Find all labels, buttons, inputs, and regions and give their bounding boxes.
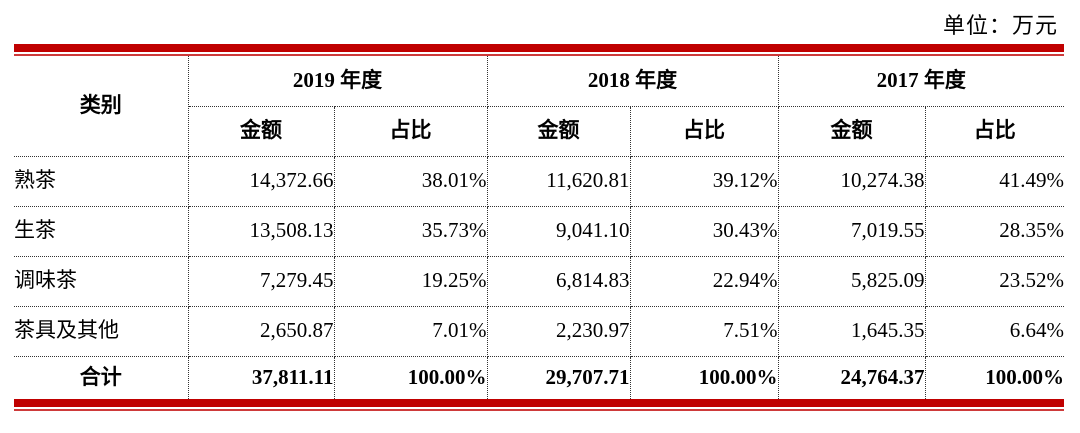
total-label-cell: 合计 (14, 355, 189, 399)
amount-2017-cell: 7,019.55 (777, 205, 926, 257)
share-2019-cell: 7.01% (333, 305, 488, 357)
table-row-teaware-others: 茶具及其他 2,650.87 7.01% 2,230.97 7.51% 1,64… (14, 305, 1064, 357)
category-header: 类别 (14, 56, 189, 157)
category-cell: 熟茶 (14, 155, 189, 207)
share-2019-cell: 38.01% (333, 155, 488, 207)
share-2017-cell: 28.35% (924, 205, 1064, 257)
total-share-2018-cell: 100.00% (629, 355, 779, 399)
amount-2019-cell: 14,372.66 (187, 155, 335, 207)
amount-2018-cell: 6,814.83 (486, 255, 631, 307)
category-cell: 调味茶 (14, 255, 189, 307)
share-2019-cell: 35.73% (333, 205, 488, 257)
year-2018-header: 2018 年度 (486, 56, 779, 107)
amount-2018-cell: 9,041.10 (486, 205, 631, 257)
sub-header-row: 金额 占比 金额 占比 金额 占比 (14, 105, 1064, 157)
amount-2019-cell: 13,508.13 (187, 205, 335, 257)
share-header-2019: 占比 (333, 105, 488, 157)
table-row-raw-tea: 生茶 13,508.13 35.73% 9,041.10 30.43% 7,01… (14, 205, 1064, 257)
top-double-rule (14, 44, 1064, 56)
table-row-total: 合计 37,811.11 100.00% 29,707.71 100.00% 2… (14, 355, 1064, 399)
amount-2017-cell: 10,274.38 (777, 155, 926, 207)
amount-header-2019: 金额 (188, 105, 335, 157)
table-row-flavored-tea: 调味茶 7,279.45 19.25% 6,814.83 22.94% 5,82… (14, 255, 1064, 307)
amount-header-2018: 金额 (486, 105, 631, 157)
amount-2019-cell: 7,279.45 (187, 255, 335, 307)
category-cell: 茶具及其他 (14, 305, 189, 357)
bottom-double-rule (14, 399, 1064, 411)
share-header-2017: 占比 (924, 105, 1064, 157)
revenue-table-block: 类别 2019 年度 2018 年度 2017 年度 金额 占比 金额 占比 金… (14, 44, 1064, 411)
amount-2018-cell: 2,230.97 (486, 305, 631, 357)
share-2019-cell: 19.25% (333, 255, 488, 307)
total-amount-2019-cell: 37,811.11 (187, 355, 335, 399)
share-2017-cell: 6.64% (924, 305, 1064, 357)
share-2018-cell: 30.43% (629, 205, 779, 257)
total-amount-2017-cell: 24,764.37 (777, 355, 926, 399)
year-2019-header: 2019 年度 (187, 56, 488, 107)
total-share-2019-cell: 100.00% (333, 355, 488, 399)
top-rule-gap (14, 52, 1064, 54)
share-2018-cell: 7.51% (629, 305, 779, 357)
category-cell: 生茶 (14, 205, 189, 257)
year-header-row: 类别 2019 年度 2018 年度 2017 年度 (14, 56, 1064, 157)
share-2017-cell: 23.52% (924, 255, 1064, 307)
share-2018-cell: 22.94% (629, 255, 779, 307)
bottom-rule-gap (14, 407, 1064, 409)
unit-label: 单位：万元 (942, 13, 1058, 38)
total-share-2017-cell: 100.00% (924, 355, 1064, 399)
bottom-rule-thick-line (14, 399, 1064, 407)
share-2017-cell: 41.49% (924, 155, 1064, 207)
share-header-2018: 占比 (629, 105, 779, 157)
amount-2019-cell: 2,650.87 (187, 305, 335, 357)
amount-2017-cell: 1,645.35 (777, 305, 926, 357)
revenue-by-category-table: 类别 2019 年度 2018 年度 2017 年度 金额 占比 金额 占比 金… (14, 56, 1064, 399)
table-row-ripe-tea: 熟茶 14,372.66 38.01% 11,620.81 39.12% 10,… (14, 155, 1064, 207)
bottom-rule-thin-line (14, 409, 1064, 411)
year-2017-header: 2017 年度 (777, 56, 1064, 107)
amount-2017-cell: 5,825.09 (777, 255, 926, 307)
top-rule-thin-line (14, 54, 1064, 56)
share-2018-cell: 39.12% (629, 155, 779, 207)
amount-header-2017: 金额 (777, 105, 926, 157)
total-amount-2018-cell: 29,707.71 (486, 355, 631, 399)
top-rule-thick-line (14, 44, 1064, 52)
amount-2018-cell: 11,620.81 (486, 155, 631, 207)
